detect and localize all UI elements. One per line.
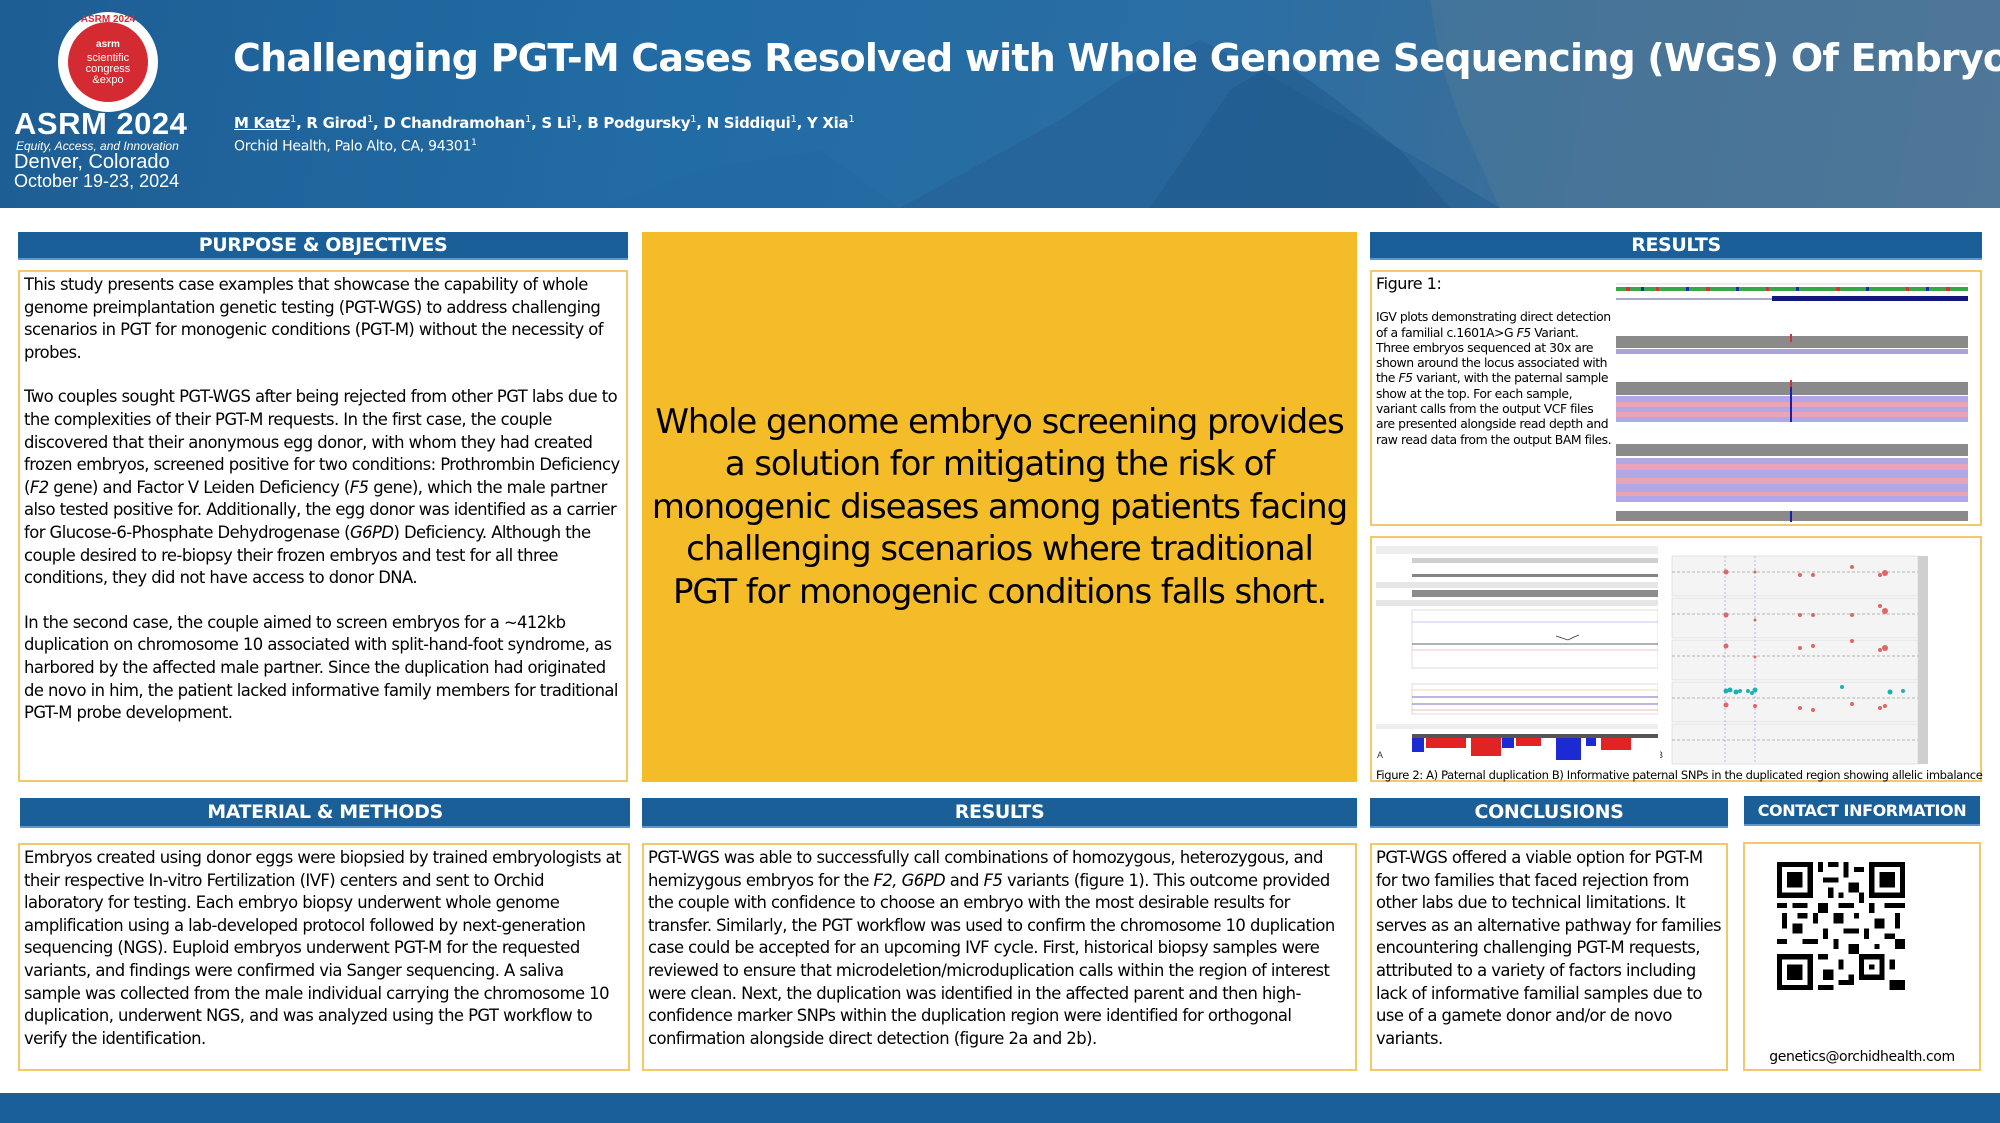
author-name: Y Xia (806, 114, 849, 132)
contact-email-link[interactable]: genetics@orchidhealth.com (1769, 1049, 1955, 1065)
mountain-background-image (600, 0, 2000, 208)
methods-body: Embryos created using donor eggs were bi… (18, 843, 630, 1071)
logo-line2: congress (85, 62, 131, 75)
results-figures-heading: RESULTS (1370, 232, 1982, 260)
results-paragraph: PGT-WGS was able to successfully call co… (648, 848, 1335, 1048)
logo-badge: asrm scientific congress &expo (68, 22, 148, 102)
poster-footer-bar (0, 1093, 2000, 1123)
results-body: PGT-WGS was able to successfully call co… (642, 843, 1357, 1071)
conclusions-body: PGT-WGS offered a viable option for PGT-… (1370, 843, 1728, 1071)
author-name: R Girod (306, 114, 367, 132)
igv-plot-image (1616, 278, 1968, 522)
conference-title: ASRM 2024 (14, 106, 188, 141)
purpose-paragraph-1: This study presents case examples that s… (24, 275, 604, 362)
logo-org: asrm (96, 38, 120, 50)
figure-2-panel: A B Figure 2: A) Paternal duplication B)… (1370, 536, 1983, 782)
author-name: N Siddiqui (706, 114, 791, 132)
results-text-heading: RESULTS (642, 798, 1357, 828)
figure-1-caption: Figure 1: IGV plots demonstrating direct… (1376, 274, 1612, 447)
conference-tagline: Equity, Access, and Innovation (16, 139, 179, 153)
author-name: S Li (541, 114, 571, 132)
poster-header: ASRM 2024 asrm scientific congress &expo… (0, 0, 2000, 208)
key-message: Whole genome embryo screening provides a… (642, 232, 1357, 782)
contact-heading: CONTACT INFORMATION (1744, 796, 1980, 826)
svg-text:A: A (1377, 750, 1383, 760)
purpose-paragraph-3: In the second case, the couple aimed to … (24, 612, 618, 723)
author-name: D Chandramohan (383, 114, 525, 132)
conference-dates: October 19-23, 2024 (14, 171, 180, 191)
contact-body: genetics@orchidhealth.com (1743, 842, 1981, 1071)
affiliation: Orchid Health, Palo Alto, CA, 943011 (234, 138, 477, 155)
author-name: B Podgursky (587, 114, 691, 132)
logo-line1: scientific (86, 51, 130, 64)
methods-paragraph: Embryos created using donor eggs were bi… (24, 848, 622, 1048)
asrm-congress-logo: ASRM 2024 asrm scientific congress &expo (58, 12, 158, 112)
figure-2-caption: Figure 2: A) Paternal duplication B) Inf… (1376, 768, 1983, 782)
logo-line3: &expo (92, 73, 124, 86)
conclusions-heading: CONCLUSIONS (1370, 798, 1728, 828)
logo-ring-text: ASRM 2024 (80, 14, 136, 25)
figure-2a-duplication-plot: A (1376, 544, 1658, 762)
qr-code-icon[interactable] (1777, 862, 1905, 990)
purpose-heading: PURPOSE & OBJECTIVES (18, 232, 628, 260)
purpose-paragraph-2: Two couples sought PGT-WGS after being r… (24, 387, 620, 588)
conference-location: Denver, Colorado (14, 151, 170, 173)
figure-1-panel: Figure 1: IGV plots demonstrating direct… (1370, 270, 1982, 526)
author-name: M Katz (234, 114, 290, 132)
poster-title: Challenging PGT-M Cases Resolved with Wh… (233, 36, 2000, 80)
figure-2b-snp-plot: B (1660, 544, 1930, 770)
figure-1-label: Figure 1: (1376, 274, 1442, 293)
methods-heading: MATERIAL & METHODS (20, 798, 630, 828)
purpose-body: This study presents case examples that s… (18, 270, 628, 782)
conclusions-paragraph: PGT-WGS offered a viable option for PGT-… (1376, 848, 1722, 1048)
svg-text:B: B (1660, 750, 1663, 760)
author-list: M Katz1, R Girod1, D Chandramohan1, S Li… (234, 114, 855, 132)
